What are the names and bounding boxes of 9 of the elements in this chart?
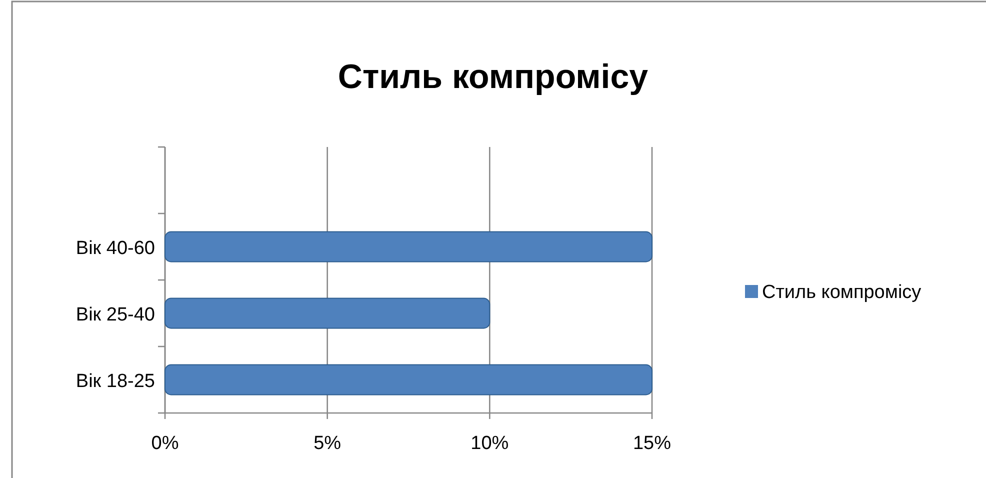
chart-title: Стиль компромісу	[338, 58, 648, 96]
x-tick-label: 0%	[151, 433, 179, 454]
y-tick-label: Вік 25-40	[76, 304, 155, 326]
x-tick-label: 5%	[314, 433, 342, 454]
legend-label: Стиль компромісу	[762, 282, 922, 303]
y-tick-label: Вік 40-60	[76, 238, 155, 259]
y-tick-label: Вік 18-25	[76, 370, 155, 392]
x-tick-label: 10%	[470, 433, 509, 454]
x-tick-label: 15%	[632, 433, 672, 454]
